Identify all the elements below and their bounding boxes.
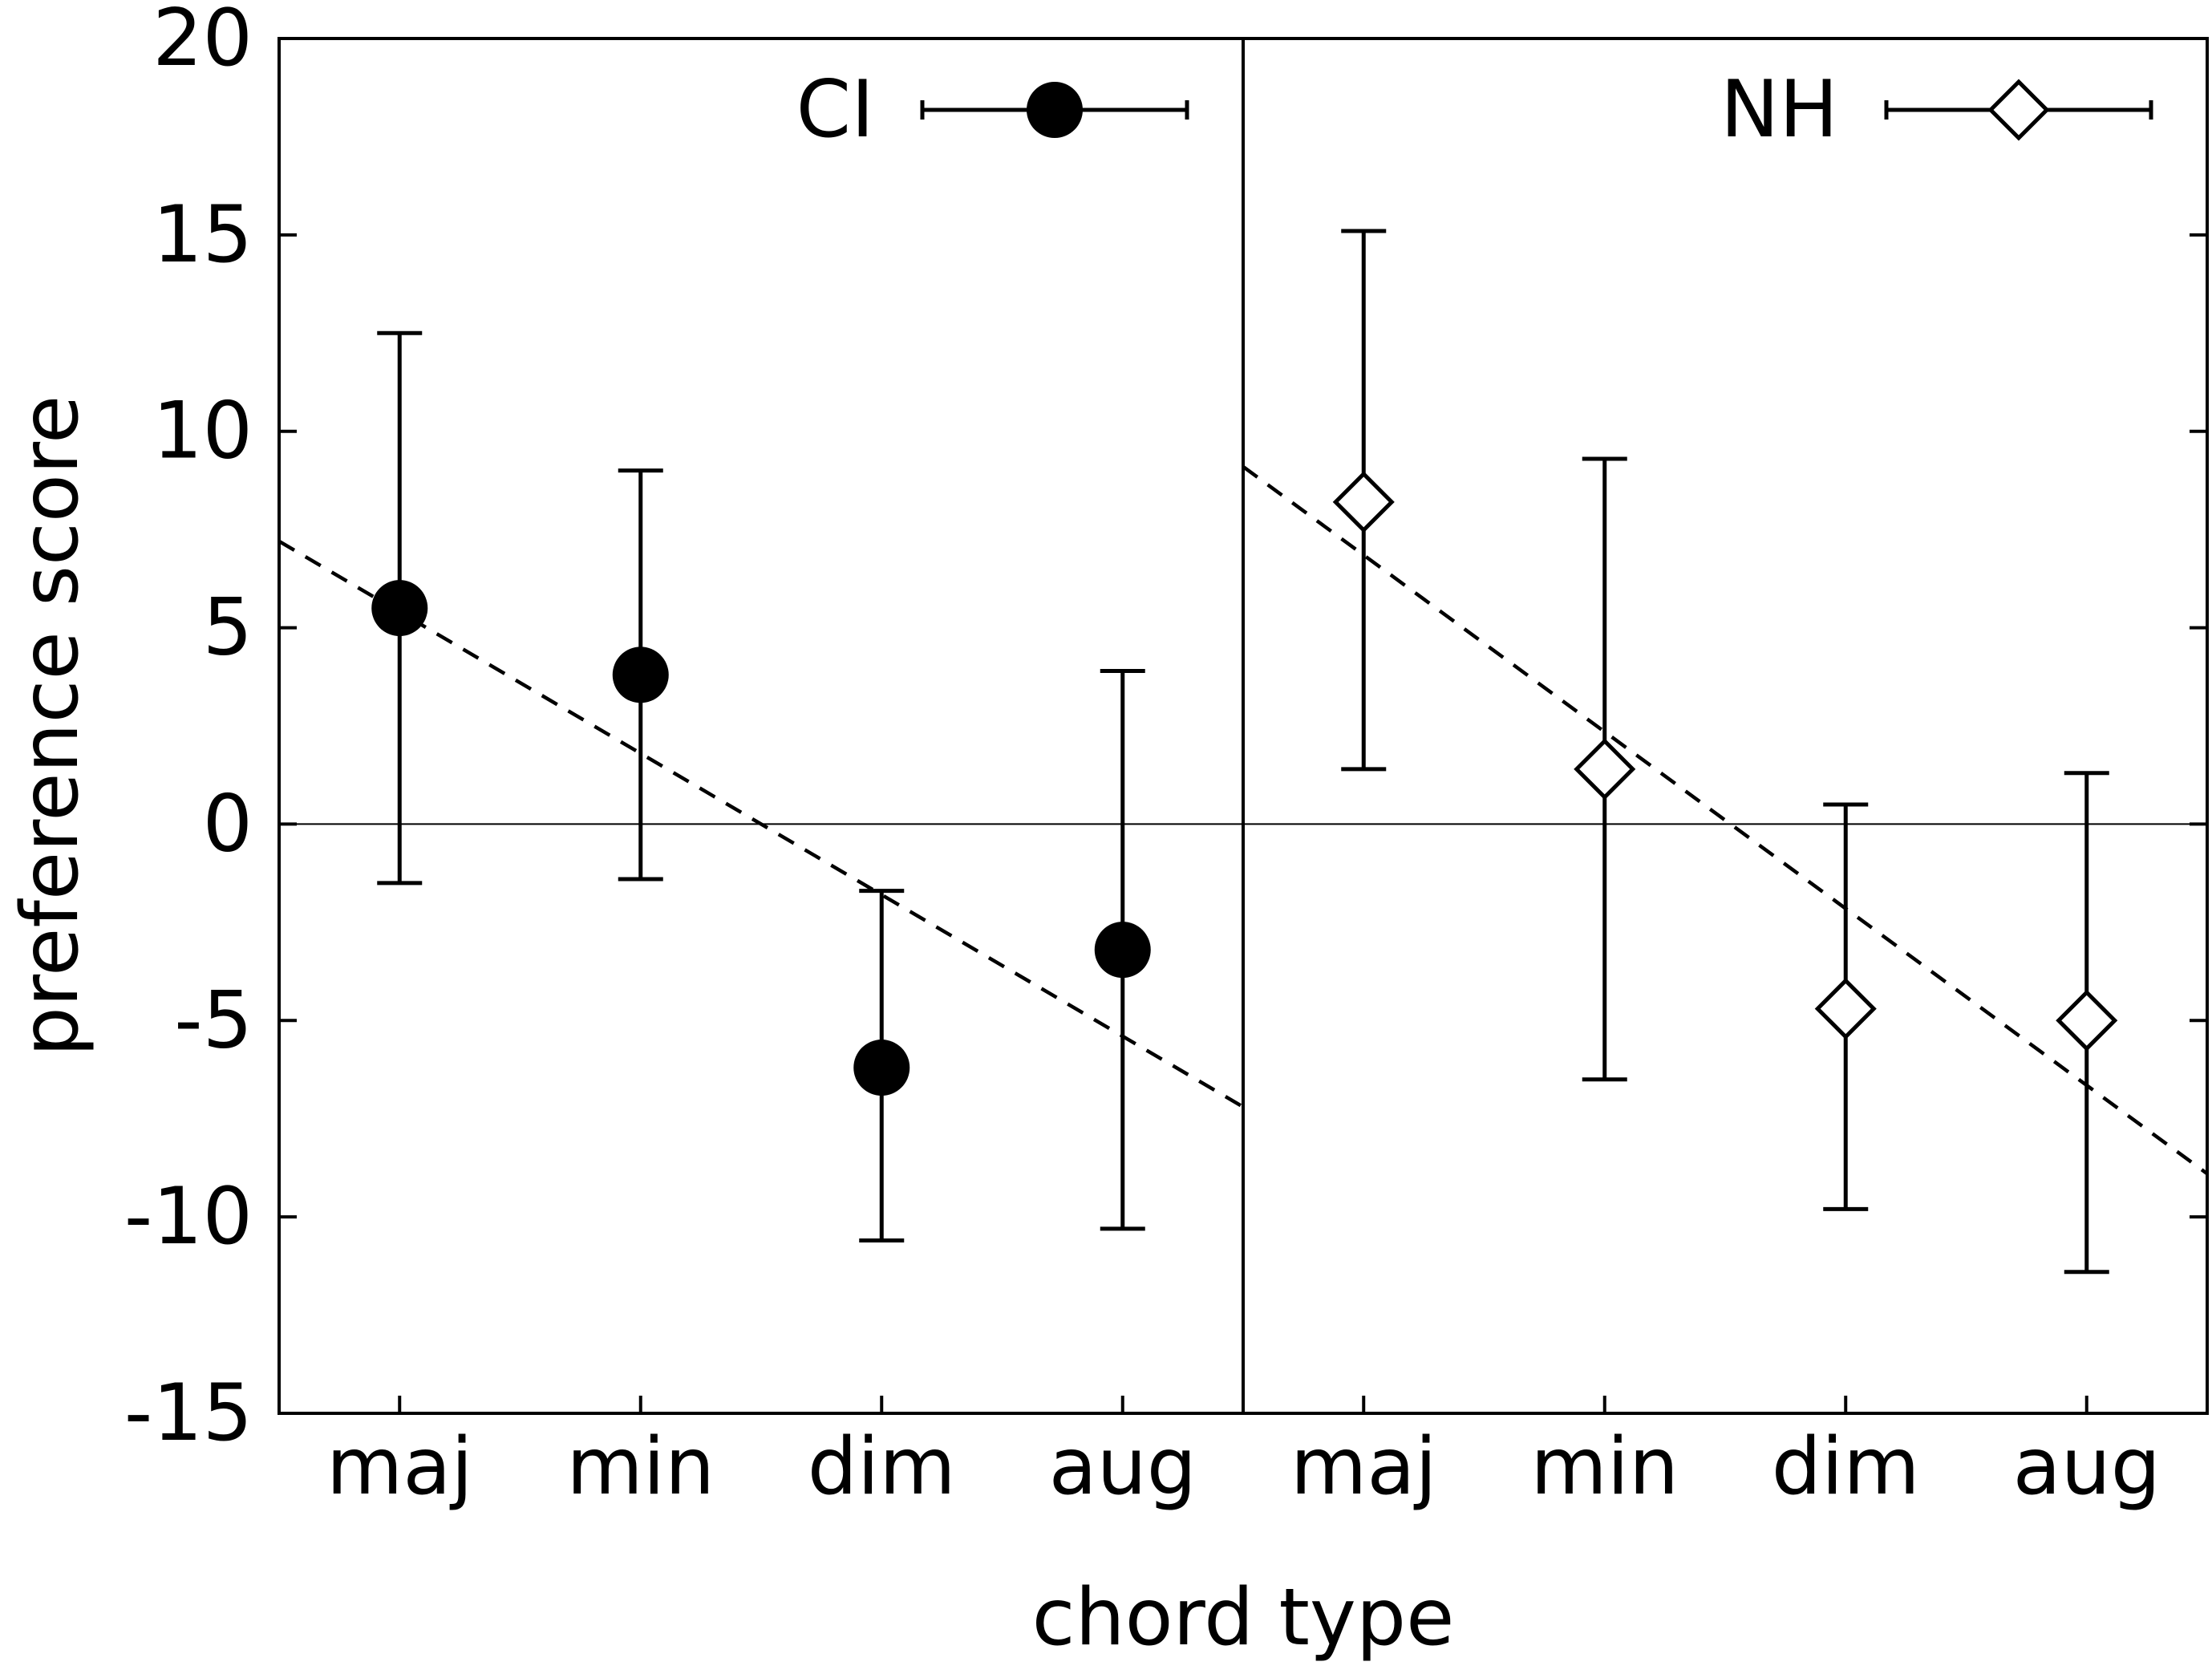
data-point-nh-dim — [1814, 978, 1877, 1040]
data-markers — [371, 471, 2118, 1096]
x-tick-label: dim — [808, 1421, 956, 1513]
y-tick-label: 15 — [152, 189, 253, 281]
trend-line-nh — [1242, 464, 2209, 1176]
y-tick-label: -5 — [174, 975, 253, 1066]
panel-frame-nh — [1242, 37, 2209, 1415]
legend-label: NH — [1720, 64, 1838, 156]
x-tick-label: dim — [1772, 1421, 1920, 1513]
data-point-nh-aug — [2056, 989, 2118, 1052]
y-tick-label: -10 — [124, 1171, 253, 1263]
x-tick-label: min — [1530, 1421, 1679, 1513]
legend-marker — [1027, 82, 1083, 138]
y-tick-label: 10 — [152, 386, 253, 477]
axis-ticks — [279, 37, 2207, 1415]
legend-ci: CI — [796, 64, 1189, 156]
trend-line-ci — [278, 539, 1245, 1109]
legend-label: CI — [796, 64, 874, 156]
x-tick-label: aug — [1049, 1421, 1197, 1513]
data-point-ci-maj — [371, 580, 428, 637]
data-point-ci-min — [612, 646, 669, 703]
x-tick-label: maj — [1290, 1421, 1437, 1513]
plot-frame — [278, 37, 2209, 1415]
tick-labels: maj min dim aug maj min dim aug -15 -10 -5 0 5 10 15 20 — [124, 0, 2161, 1513]
trend-lines — [278, 464, 2209, 1176]
y-tick-label: 20 — [152, 0, 253, 84]
x-tick-label: min — [566, 1421, 715, 1513]
legend-nh: NH — [1720, 64, 2153, 156]
data-point-nh-min — [1574, 738, 1636, 801]
y-tick-label: 0 — [203, 778, 253, 869]
y-axis-title: preference score — [5, 395, 96, 1057]
data-point-ci-dim — [853, 1040, 910, 1096]
data-point-nh-maj — [1332, 471, 1395, 533]
y-tick-label: -15 — [124, 1368, 253, 1459]
x-axis-title: chord type — [1032, 1572, 1455, 1664]
legend-marker — [1987, 79, 2050, 141]
x-tick-label: aug — [2013, 1421, 2161, 1513]
x-tick-label: maj — [326, 1421, 473, 1513]
data-point-ci-aug — [1094, 922, 1151, 979]
panel-frame-ci — [278, 37, 1245, 1415]
y-tick-label: 5 — [203, 582, 253, 674]
legends: CI NH — [796, 64, 2153, 156]
